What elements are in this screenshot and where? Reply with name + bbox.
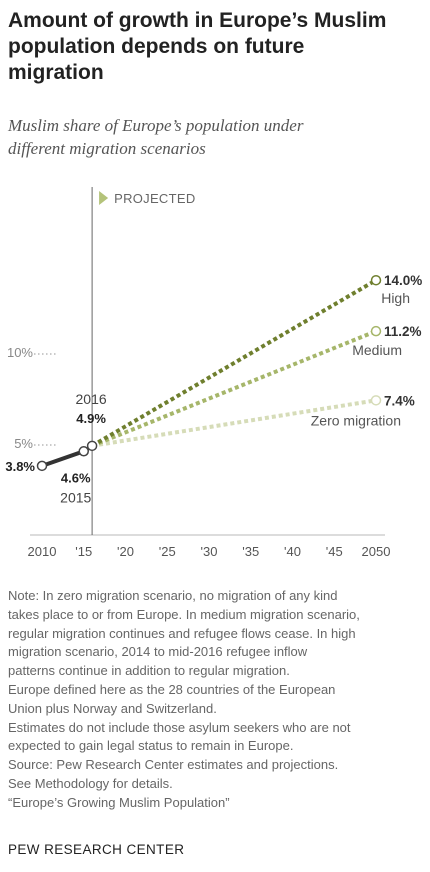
note-line: Note: In zero migration scenario, no mig… bbox=[8, 588, 338, 603]
historical-point bbox=[78, 446, 89, 457]
series-line bbox=[91, 329, 377, 448]
series-name-label: High bbox=[381, 290, 410, 306]
brand-footer: PEW RESEARCH CENTER bbox=[8, 842, 185, 857]
x-tick-label: 2050 bbox=[362, 544, 391, 559]
chart-title: Amount of growth in Europe’s Muslim popu… bbox=[8, 8, 423, 86]
line-chart: 2010 '15 '20 '25 '30 '35 '40 '45 2050 5% 10% PROJEC… bbox=[5, 187, 422, 559]
data-label-value: 4.9% bbox=[76, 411, 106, 426]
x-tick-label: '35 bbox=[242, 544, 259, 559]
note-line: Source: Pew Research Center estimates an… bbox=[8, 757, 339, 773]
note-line: Union plus Norway and Switzerland. bbox=[8, 700, 217, 716]
series-line bbox=[91, 398, 377, 448]
data-label-value: 4.6% bbox=[61, 470, 91, 485]
data-label-value: 3.8% bbox=[5, 459, 35, 474]
x-tick-label: '25 bbox=[159, 544, 176, 559]
series-end-point bbox=[370, 274, 382, 286]
x-tick-label: '30 bbox=[201, 544, 218, 559]
chart-subtitle: Muslim share of Europe’s population unde… bbox=[8, 114, 418, 160]
note-line: expected to gain legal status to remain … bbox=[8, 738, 294, 754]
note-line: migration scenario, 2014 to mid-2016 ref… bbox=[8, 644, 308, 660]
series-end-value: 7.4% bbox=[384, 393, 415, 408]
historical-point bbox=[86, 440, 98, 452]
y-tick-label: 10% bbox=[7, 345, 33, 360]
x-tick-label: '45 bbox=[326, 544, 343, 559]
y-tick-label: 5% bbox=[14, 436, 33, 451]
chart-notes: Note: In zero migration scenario, no mig… bbox=[8, 587, 426, 813]
data-label-year: 2016 bbox=[76, 391, 107, 407]
series-end-value: 14.0% bbox=[384, 273, 422, 288]
x-tick-label: 2010 bbox=[28, 544, 57, 559]
note-line: regular migration continues and refugee … bbox=[8, 625, 356, 641]
chart-subtitle-line: different migration scenarios bbox=[8, 139, 206, 158]
note-line: takes place to or from Europe. In medium… bbox=[8, 606, 360, 622]
series-name-label: Medium bbox=[352, 342, 402, 358]
chart-subtitle-line: Muslim share of Europe’s population unde… bbox=[8, 116, 304, 135]
note-line: Europe defined here as the 28 countries … bbox=[8, 681, 336, 697]
series-end-point bbox=[370, 395, 382, 406]
series-line bbox=[91, 278, 378, 448]
note-line: See Methodology for details. bbox=[8, 775, 173, 791]
x-tick-label: '40 bbox=[284, 544, 301, 559]
note-line: Estimates do not include those asylum se… bbox=[8, 719, 351, 735]
chart-title-line: Amount of growth in Europe’s Muslim bbox=[8, 9, 387, 32]
series-end-value: 11.2% bbox=[384, 324, 422, 339]
data-label-year: 2015 bbox=[60, 489, 91, 505]
note-line: “Europe’s Growing Muslim Population” bbox=[8, 794, 230, 810]
chart-title-line: population depends on future bbox=[8, 35, 305, 58]
series-end-point bbox=[370, 325, 382, 337]
x-tick-label: '20 bbox=[117, 544, 134, 559]
series-name-label: Zero migration bbox=[311, 412, 401, 428]
x-tick-label: '15 bbox=[75, 544, 92, 559]
chart-title-line: migration bbox=[8, 61, 104, 84]
historical-point bbox=[36, 460, 48, 472]
note-line: patterns continue in addition to regular… bbox=[8, 663, 290, 679]
projected-label: PROJECTED bbox=[114, 191, 195, 206]
projected-arrow-icon bbox=[99, 191, 109, 205]
